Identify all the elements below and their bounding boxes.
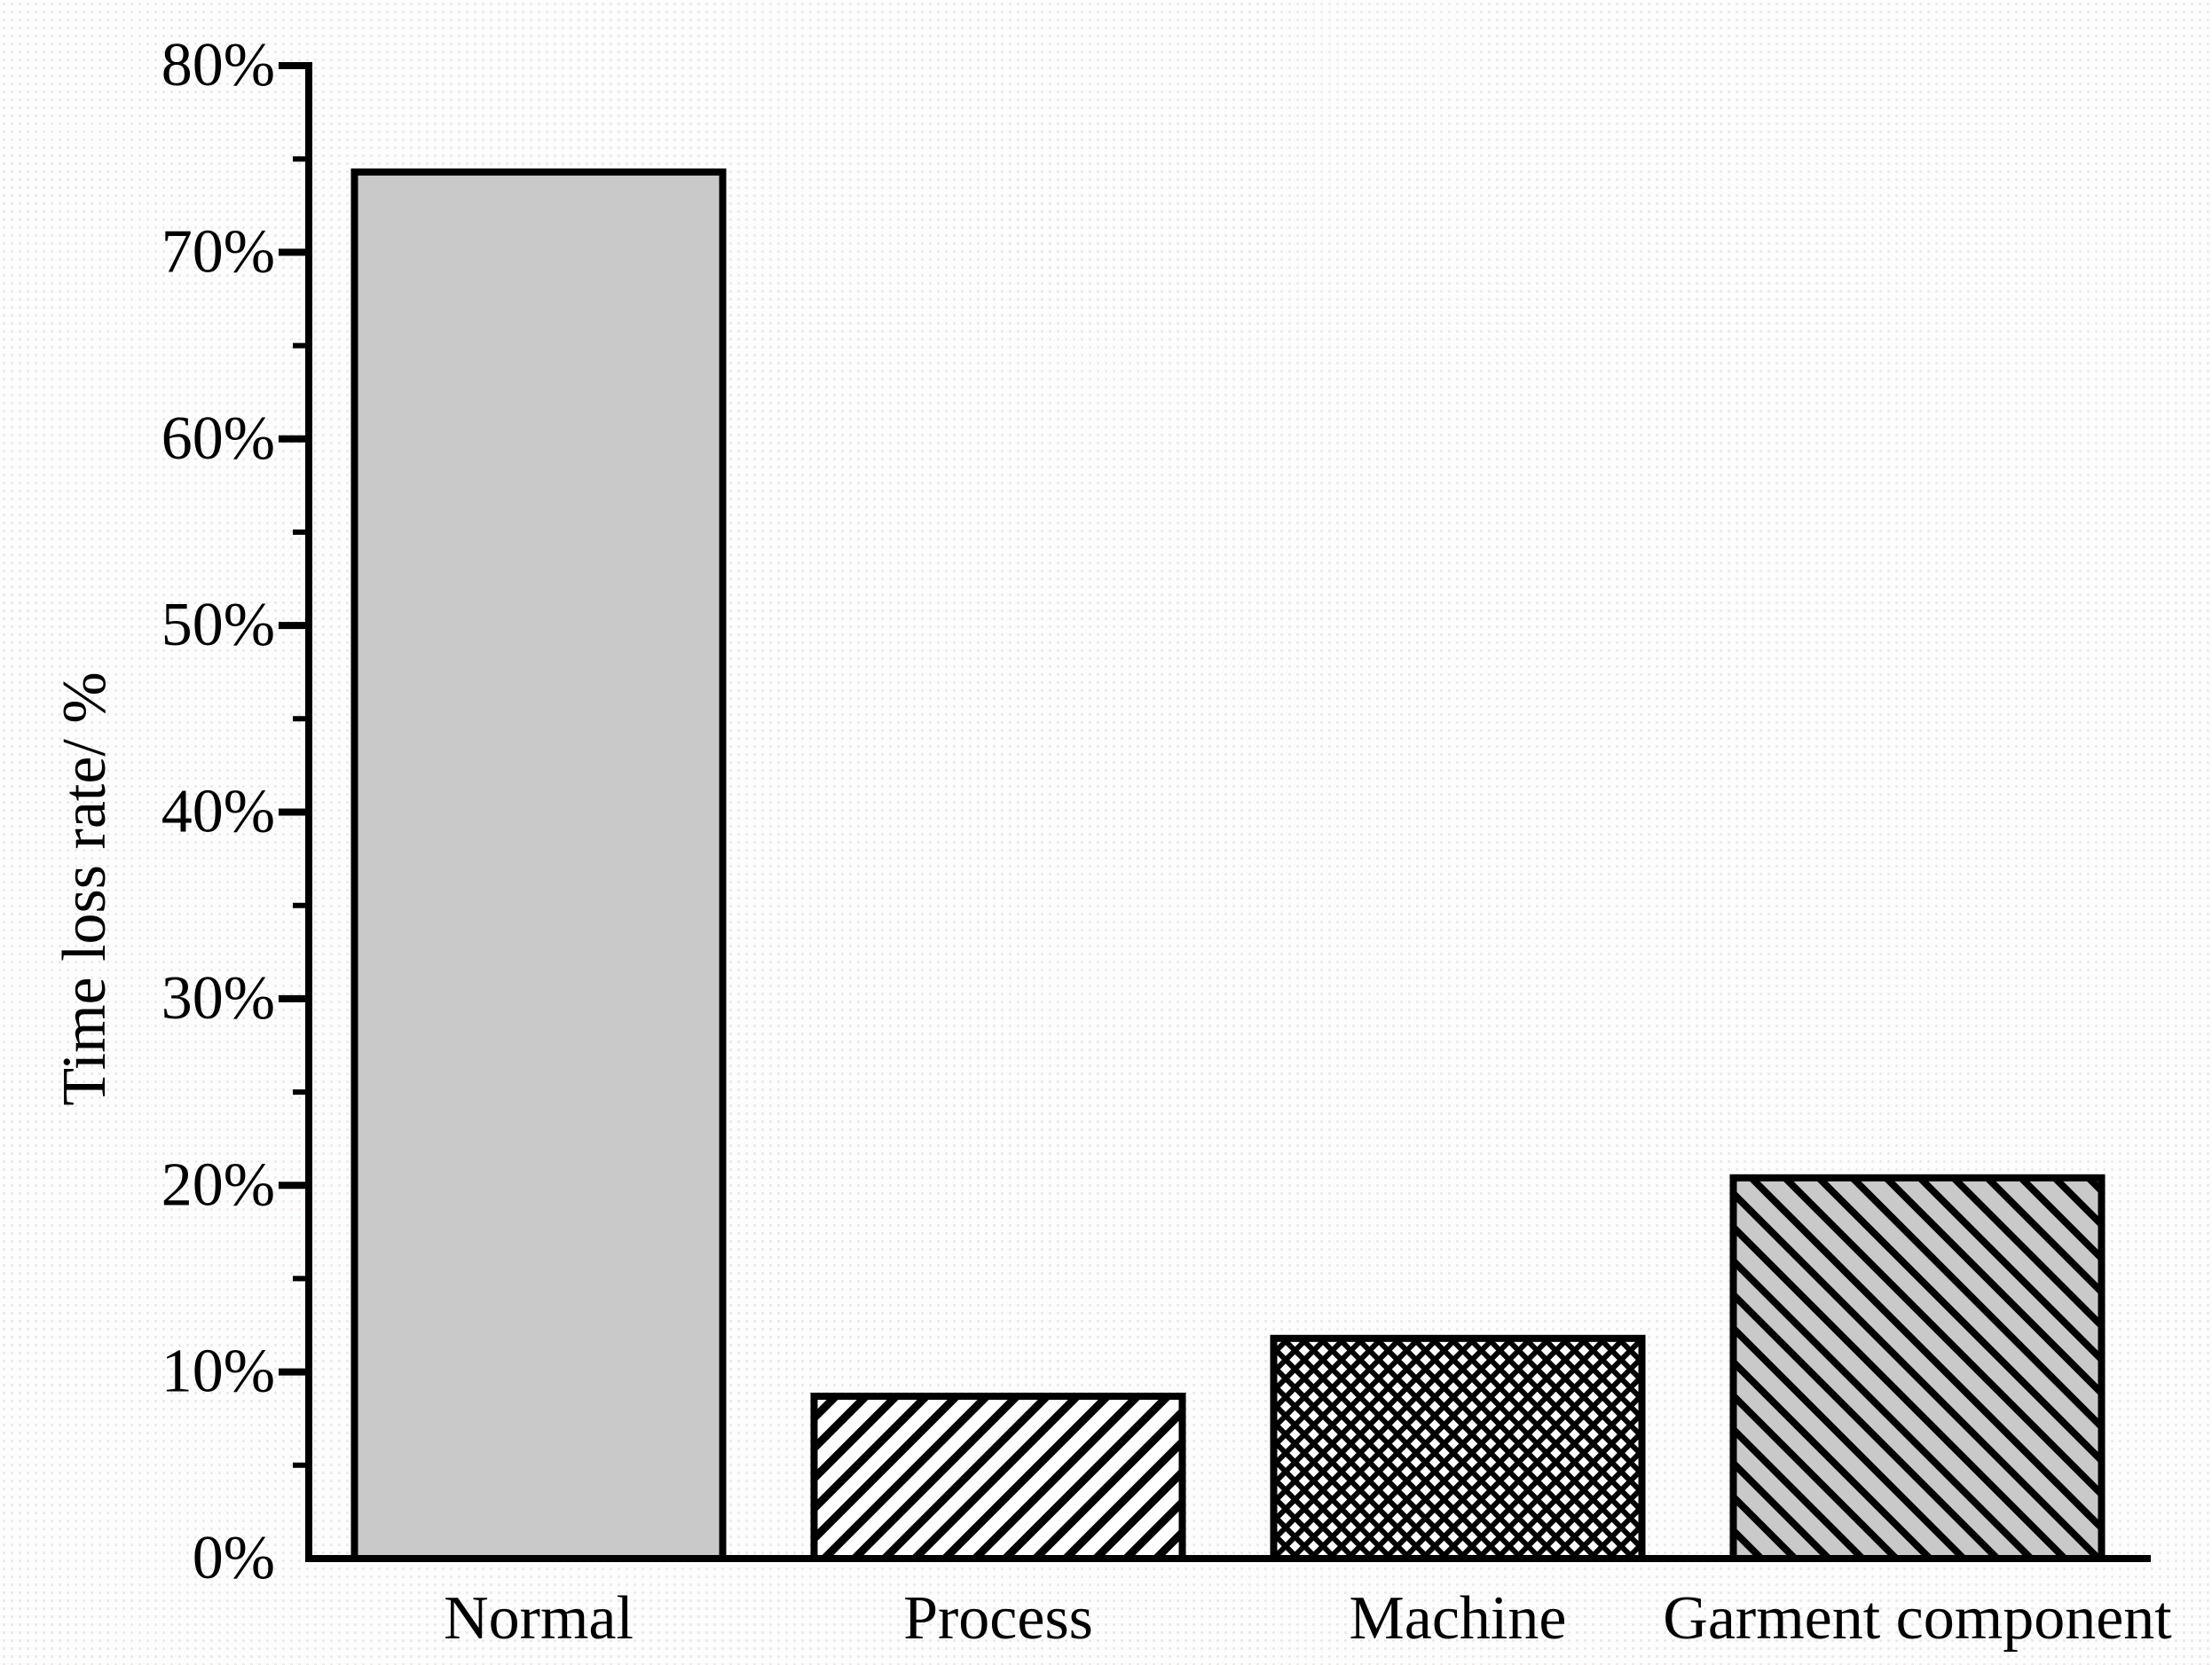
axes-layer	[279, 62, 2151, 1562]
y-tick-label: 0%	[193, 1524, 275, 1592]
x-category-label: Process	[903, 1584, 1093, 1653]
x-category-label: Normal	[444, 1584, 634, 1653]
labels-layer: 0% 10% 20% 30% 40% 50% 60% 70% 80% Normal Process M…	[161, 31, 2173, 1653]
y-tick-label: 70%	[161, 217, 275, 286]
y-tick-label: 60%	[161, 404, 275, 473]
bar-garment-component	[1729, 1174, 2106, 1563]
bar-normal	[350, 168, 727, 1562]
bar-process	[810, 1393, 1186, 1562]
x-category-label: Machine	[1350, 1584, 1567, 1653]
y-tick-label: 40%	[161, 778, 275, 846]
y-tick-label: 30%	[161, 964, 275, 1033]
y-tick-label: 80%	[161, 31, 275, 99]
x-category-label: Garment component	[1663, 1584, 2172, 1653]
bars-layer	[350, 168, 2106, 1563]
y-tick-label: 10%	[161, 1338, 275, 1406]
axis-lines	[305, 62, 2151, 1562]
y-tick-label: 50%	[161, 591, 275, 659]
bar-machine	[1270, 1334, 1646, 1563]
y-tick-label: 20%	[161, 1151, 275, 1219]
y-axis-title: Time loss rate/ %	[51, 671, 119, 1106]
